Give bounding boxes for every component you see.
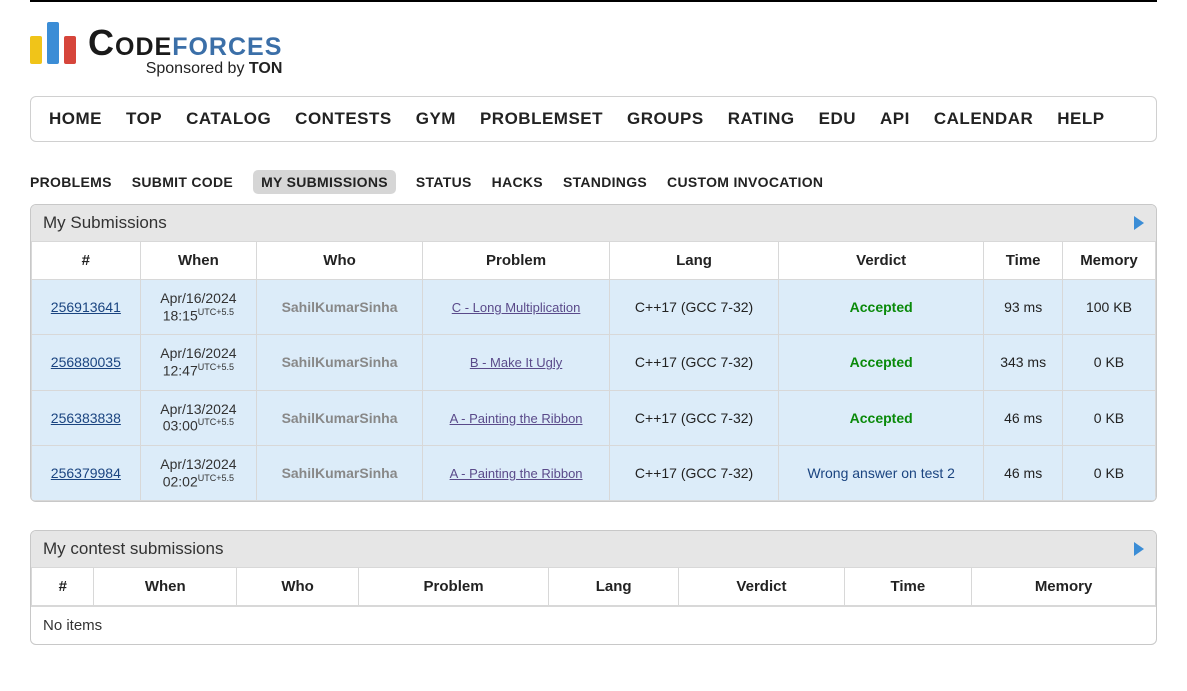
nav-edu[interactable]: EDU bbox=[819, 109, 856, 129]
no-items-text: No items bbox=[31, 606, 1156, 644]
lang-cell: C++17 (GCC 7-32) bbox=[610, 335, 779, 390]
panel-title: My Submissions bbox=[43, 213, 167, 233]
nav-api[interactable]: API bbox=[880, 109, 910, 129]
expand-arrow-icon[interactable] bbox=[1134, 216, 1144, 230]
col-who: Who bbox=[257, 242, 423, 280]
lang-cell: C++17 (GCC 7-32) bbox=[610, 445, 779, 500]
main-nav: HOME TOP CATALOG CONTESTS GYM PROBLEMSET GROUP… bbox=[30, 96, 1157, 142]
col-lang: Lang bbox=[549, 568, 679, 606]
subnav-standings[interactable]: STANDINGS bbox=[563, 174, 647, 190]
col-memory: Memory bbox=[972, 568, 1156, 606]
subnav-my-submissions[interactable]: MY SUBMISSIONS bbox=[253, 170, 396, 194]
who-cell[interactable]: SahilKumarSinha bbox=[257, 335, 423, 390]
nav-groups[interactable]: GROUPS bbox=[627, 109, 704, 129]
col-verdict: Verdict bbox=[778, 242, 983, 280]
col-time: Time bbox=[984, 242, 1063, 280]
verdict-text: Accepted bbox=[850, 410, 913, 426]
col-who: Who bbox=[237, 568, 359, 606]
lang-cell: C++17 (GCC 7-32) bbox=[610, 390, 779, 445]
who-cell[interactable]: SahilKumarSinha bbox=[257, 280, 423, 335]
logo-bars-icon bbox=[30, 22, 76, 64]
submission-id-link[interactable]: 256880035 bbox=[51, 354, 121, 370]
subnav-custom-invocation[interactable]: CUSTOM INVOCATION bbox=[667, 174, 823, 190]
time-cell: 343 ms bbox=[984, 335, 1063, 390]
nav-gym[interactable]: GYM bbox=[416, 109, 456, 129]
col-problem: Problem bbox=[422, 242, 609, 280]
nav-problemset[interactable]: PROBLEMSET bbox=[480, 109, 603, 129]
when-cell: Apr/16/202412:47UTC+5.5 bbox=[140, 335, 256, 390]
col-time: Time bbox=[844, 568, 972, 606]
logo-sponsor: Sponsored by TON bbox=[88, 60, 282, 78]
col-: # bbox=[32, 242, 141, 280]
nav-home[interactable]: HOME bbox=[49, 109, 102, 129]
memory-cell: 0 KB bbox=[1062, 390, 1155, 445]
table-row: 256913641 Apr/16/202418:15UTC+5.5SahilKum… bbox=[32, 280, 1156, 335]
submissions-table: #WhenWhoProblemLangVerdictTimeMemory 256… bbox=[31, 241, 1156, 501]
contest-submissions-panel: My contest submissions #WhenWhoProblemLa… bbox=[30, 530, 1157, 645]
col-: # bbox=[32, 568, 94, 606]
table-row: 256383838 Apr/13/202403:00UTC+5.5SahilKum… bbox=[32, 390, 1156, 445]
who-cell[interactable]: SahilKumarSinha bbox=[257, 390, 423, 445]
table-row: 256379984 Apr/13/202402:02UTC+5.5SahilKum… bbox=[32, 445, 1156, 500]
subnav-submit-code[interactable]: SUBMIT CODE bbox=[132, 174, 233, 190]
problem-link[interactable]: C - Long Multiplication bbox=[452, 300, 581, 315]
nav-top[interactable]: TOP bbox=[126, 109, 162, 129]
problem-link[interactable]: B - Make It Ugly bbox=[470, 355, 562, 370]
col-lang: Lang bbox=[610, 242, 779, 280]
top-border bbox=[30, 0, 1157, 2]
when-cell: Apr/13/202402:02UTC+5.5 bbox=[140, 445, 256, 500]
time-cell: 46 ms bbox=[984, 445, 1063, 500]
nav-contests[interactable]: CONTESTS bbox=[295, 109, 392, 129]
submission-id-link[interactable]: 256379984 bbox=[51, 465, 121, 481]
memory-cell: 100 KB bbox=[1062, 280, 1155, 335]
col-when: When bbox=[140, 242, 256, 280]
submission-id-link[interactable]: 256383838 bbox=[51, 410, 121, 426]
problem-link[interactable]: A - Painting the Ribbon bbox=[450, 411, 583, 426]
sub-nav: PROBLEMS SUBMIT CODE MY SUBMISSIONS STATUS H… bbox=[30, 170, 1157, 194]
problem-link[interactable]: A - Painting the Ribbon bbox=[450, 466, 583, 481]
panel-title: My contest submissions bbox=[43, 539, 223, 559]
when-cell: Apr/13/202403:00UTC+5.5 bbox=[140, 390, 256, 445]
table-row: 256880035 Apr/16/202412:47UTC+5.5SahilKum… bbox=[32, 335, 1156, 390]
nav-catalog[interactable]: CATALOG bbox=[186, 109, 271, 129]
verdict-text: Wrong answer on test 2 bbox=[807, 465, 955, 481]
col-when: When bbox=[94, 568, 237, 606]
expand-arrow-icon[interactable] bbox=[1134, 542, 1144, 556]
verdict-text: Accepted bbox=[850, 299, 913, 315]
subnav-problems[interactable]: PROBLEMS bbox=[30, 174, 112, 190]
submission-id-link[interactable]: 256913641 bbox=[51, 299, 121, 315]
verdict-text: Accepted bbox=[850, 354, 913, 370]
nav-rating[interactable]: RATING bbox=[728, 109, 795, 129]
logo-text: Codeforces bbox=[88, 22, 282, 64]
who-cell[interactable]: SahilKumarSinha bbox=[257, 445, 423, 500]
subnav-hacks[interactable]: HACKS bbox=[492, 174, 543, 190]
logo[interactable]: Codeforces Sponsored by TON bbox=[30, 22, 1157, 78]
subnav-status[interactable]: STATUS bbox=[416, 174, 472, 190]
time-cell: 93 ms bbox=[984, 280, 1063, 335]
my-submissions-panel: My Submissions #WhenWhoProblemLangVerdic… bbox=[30, 204, 1157, 502]
lang-cell: C++17 (GCC 7-32) bbox=[610, 280, 779, 335]
col-verdict: Verdict bbox=[679, 568, 844, 606]
when-cell: Apr/16/202418:15UTC+5.5 bbox=[140, 280, 256, 335]
nav-help[interactable]: HELP bbox=[1057, 109, 1104, 129]
contest-submissions-table: #WhenWhoProblemLangVerdictTimeMemory bbox=[31, 567, 1156, 606]
time-cell: 46 ms bbox=[984, 390, 1063, 445]
nav-calendar[interactable]: CALENDAR bbox=[934, 109, 1033, 129]
memory-cell: 0 KB bbox=[1062, 335, 1155, 390]
col-memory: Memory bbox=[1062, 242, 1155, 280]
memory-cell: 0 KB bbox=[1062, 445, 1155, 500]
col-problem: Problem bbox=[359, 568, 549, 606]
